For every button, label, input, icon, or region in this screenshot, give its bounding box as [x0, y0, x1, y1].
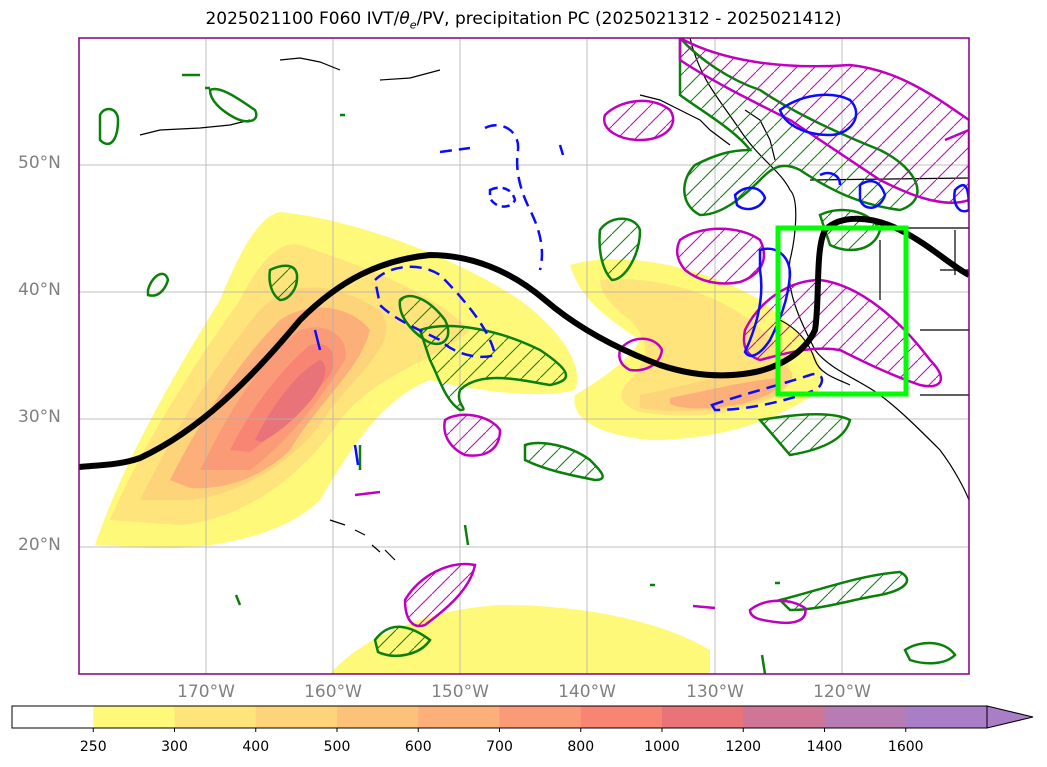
lat-label-20n: 20°N [18, 535, 61, 555]
colorbar-segment [499, 706, 582, 728]
colorbar [11, 705, 1034, 732]
colorbar-extend-arrow [986, 705, 1034, 729]
colorbar-segment [580, 706, 663, 728]
colorbar-segment [174, 706, 257, 728]
lon-label-140w: 140°W [558, 682, 616, 702]
lat-label-50n: 50°N [18, 153, 61, 173]
lon-label-130w: 130°W [686, 682, 744, 702]
colorbar-tick-label: 600 [404, 739, 432, 755]
lat-label-40n: 40°N [18, 280, 61, 300]
lat-label-30n: 30°N [18, 407, 61, 427]
colorbar-segment [662, 706, 744, 728]
colorbar-segment [255, 706, 338, 728]
colorbar-segment [824, 706, 907, 728]
ivt-contour-line [79, 215, 969, 470]
figure-title: 2025021100 F060 IVT/θe/PV, precipitation… [205, 9, 842, 32]
colorbar-segment [12, 706, 94, 728]
ivt-shading [95, 212, 822, 674]
lon-label-150w: 150°W [431, 682, 489, 702]
colorbar-segment [743, 706, 825, 728]
colorbar-segment [337, 706, 419, 728]
colorbar-segment [905, 706, 988, 728]
colorbar-tick-label: 300 [161, 739, 188, 755]
colorbar-tick-label: 250 [79, 739, 107, 755]
colorbar-tick-label: 700 [486, 739, 513, 755]
colorbar-tick-label: 1000 [644, 739, 680, 755]
colorbar-tick-label: 500 [323, 739, 351, 755]
colorbar-segment [93, 706, 175, 728]
colorbar-tick-label: 1200 [725, 739, 762, 755]
pv-blue-contours [313, 93, 969, 466]
map-frame [78, 37, 970, 675]
colorbar-segment [418, 706, 500, 728]
colorbar-tick-label: 1600 [887, 739, 924, 755]
lon-label-160w: 160°W [304, 682, 362, 702]
lon-label-170w: 170°W [177, 682, 235, 702]
target-region-box [775, 225, 909, 397]
pv-magenta-contours [354, 38, 969, 628]
colorbar-tick-label: 400 [242, 739, 270, 755]
colorbar-tick-label: 800 [567, 739, 595, 755]
colorbar-tick-label: 1400 [806, 739, 843, 755]
lon-label-120w: 120°W [813, 682, 871, 702]
